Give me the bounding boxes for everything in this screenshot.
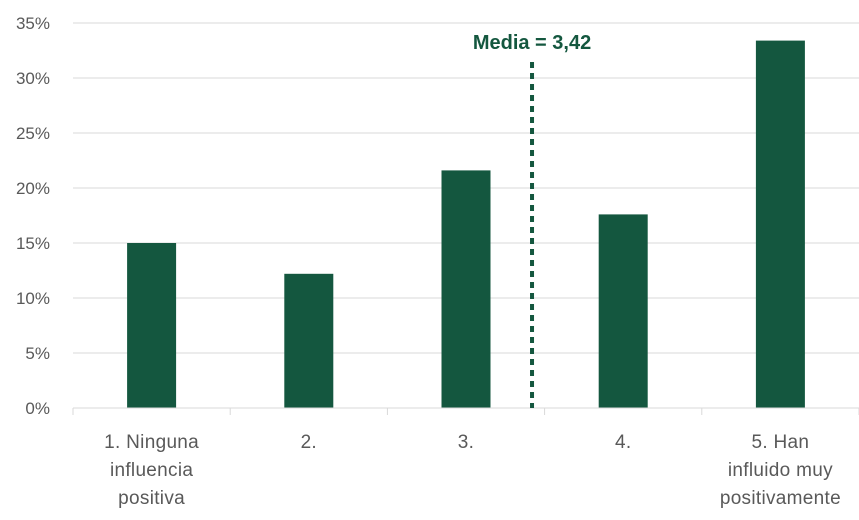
bar	[598, 214, 648, 408]
x-category-label: 3.	[458, 432, 474, 453]
x-category-label-line: influencia	[110, 460, 193, 481]
y-tick-label: 25%	[16, 124, 50, 143]
y-tick-label: 5%	[25, 344, 50, 363]
y-tick-label: 10%	[16, 289, 50, 308]
x-category-label-line: positivamente	[720, 488, 841, 509]
bar	[441, 170, 491, 408]
x-category-label: 4.	[615, 432, 631, 453]
y-tick-label: 20%	[16, 179, 50, 198]
mean-annotation-label: Media = 3,42	[473, 32, 591, 54]
x-category-label: 1. Ninguna influencia positiva	[104, 432, 199, 509]
x-category-label-line: positiva	[118, 488, 185, 509]
x-axis-category-labels: 1. Ninguna influencia positiva 2. 3. 4. 5. Han…	[104, 432, 841, 509]
x-category-label: 5. Han influido muy positivamente	[720, 432, 841, 509]
bar	[127, 243, 177, 408]
y-tick-label: 35%	[16, 14, 50, 33]
x-category-label-line: 5. Han	[752, 432, 810, 453]
x-category-label-line: influido muy	[728, 460, 833, 481]
x-category-label: 2.	[301, 432, 317, 453]
x-category-label-line: 3.	[458, 432, 474, 453]
x-category-label-line: 2.	[301, 432, 317, 453]
bar	[284, 273, 334, 408]
bars	[127, 40, 805, 408]
y-tick-label: 0%	[25, 399, 50, 418]
x-axis-tick-marks	[72, 408, 859, 415]
y-tick-label: 15%	[16, 234, 50, 253]
y-tick-label: 30%	[16, 69, 50, 88]
x-category-label-line: 4.	[615, 432, 631, 453]
y-axis-tick-labels: 0% 5% 10% 15% 20% 25% 30% 35%	[16, 14, 50, 418]
x-category-label-line: 1. Ninguna	[104, 432, 199, 453]
bar	[755, 40, 805, 408]
